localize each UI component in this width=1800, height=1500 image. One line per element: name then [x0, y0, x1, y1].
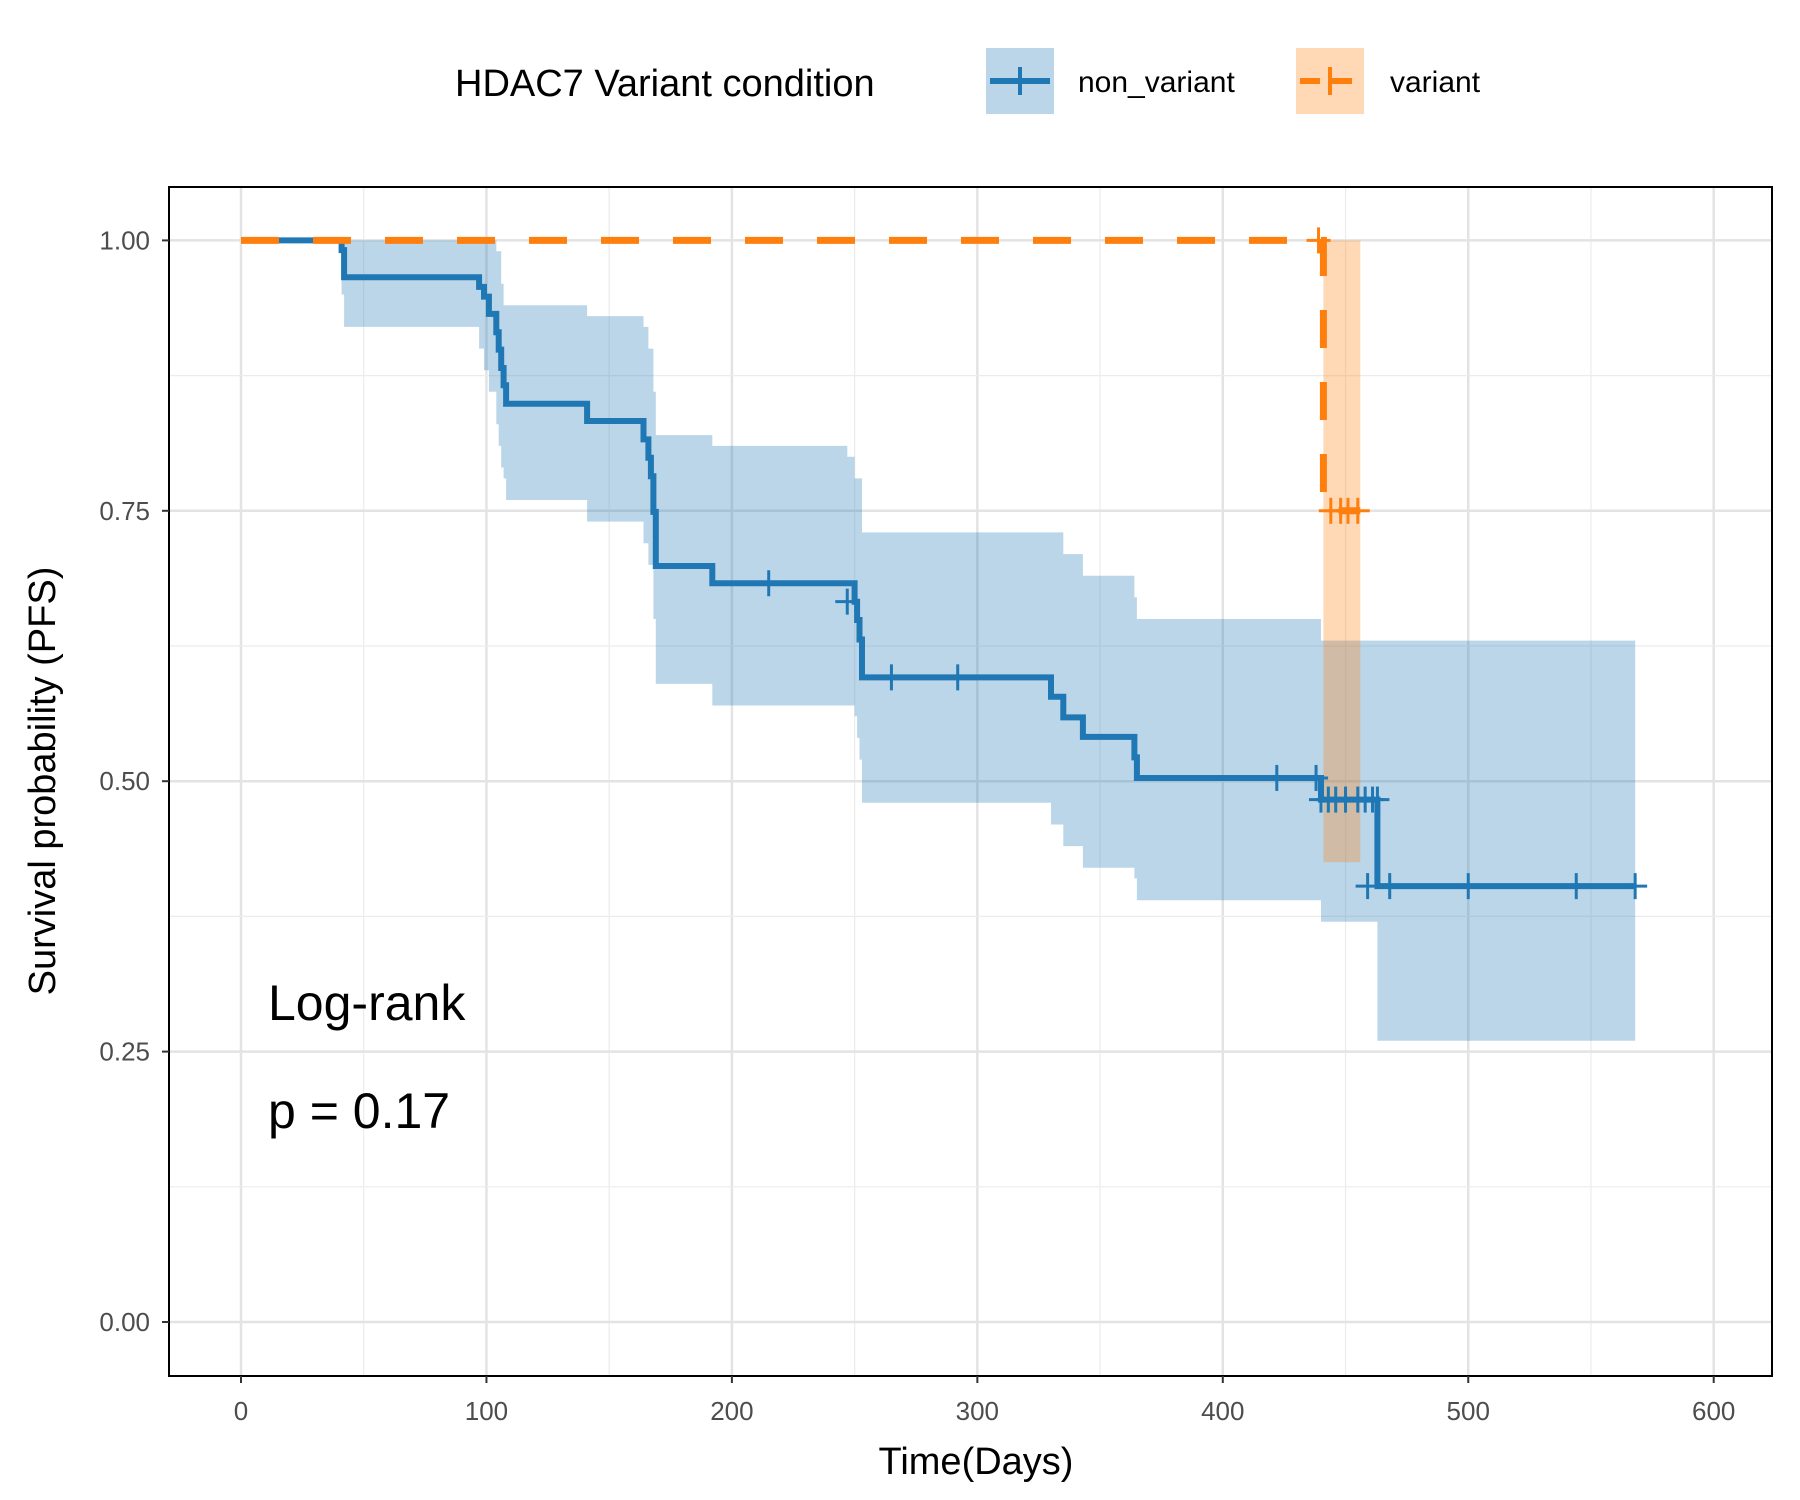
y-tick-label: 0.00: [99, 1307, 150, 1337]
y-axis: 0.00 0.25 0.50 0.75 1.00: [99, 225, 169, 1337]
x-tick-label: 300: [956, 1396, 999, 1426]
x-axis-title: Time(Days): [879, 1441, 1074, 1483]
confidence-bands: [241, 240, 1636, 1041]
survival-line-non-variant: [241, 237, 1636, 890]
confidence-band-variant: [1323, 240, 1361, 863]
log-rank-label: Log-rank: [268, 975, 466, 1031]
x-tick-label: 500: [1447, 1396, 1490, 1426]
y-tick-label: 0.25: [99, 1037, 150, 1067]
legend-label-variant: variant: [1390, 66, 1481, 99]
x-tick-label: 100: [465, 1396, 508, 1426]
legend-title: HDAC7 Variant condition: [455, 63, 875, 105]
y-tick-label: 1.00: [99, 225, 150, 255]
y-axis-title: Survival probability (PFS): [22, 567, 64, 996]
y-tick-label: 0.75: [99, 496, 150, 526]
x-tick-label: 600: [1692, 1396, 1735, 1426]
p-value-label: p = 0.17: [268, 1083, 450, 1139]
censor-marks: [756, 227, 1648, 900]
legend: HDAC7 Variant condition non_variant vari…: [455, 48, 1481, 114]
x-tick-label: 0: [234, 1396, 248, 1426]
grid: [170, 188, 1771, 1375]
x-tick-label: 200: [710, 1396, 753, 1426]
x-tick-label: 400: [1201, 1396, 1244, 1426]
x-axis: 0 100 200 300 400 500 600: [234, 1376, 1735, 1426]
confidence-band-non-variant: [241, 240, 1636, 1041]
legend-label-non-variant: non_variant: [1078, 66, 1235, 99]
y-tick-label: 0.50: [99, 766, 150, 796]
